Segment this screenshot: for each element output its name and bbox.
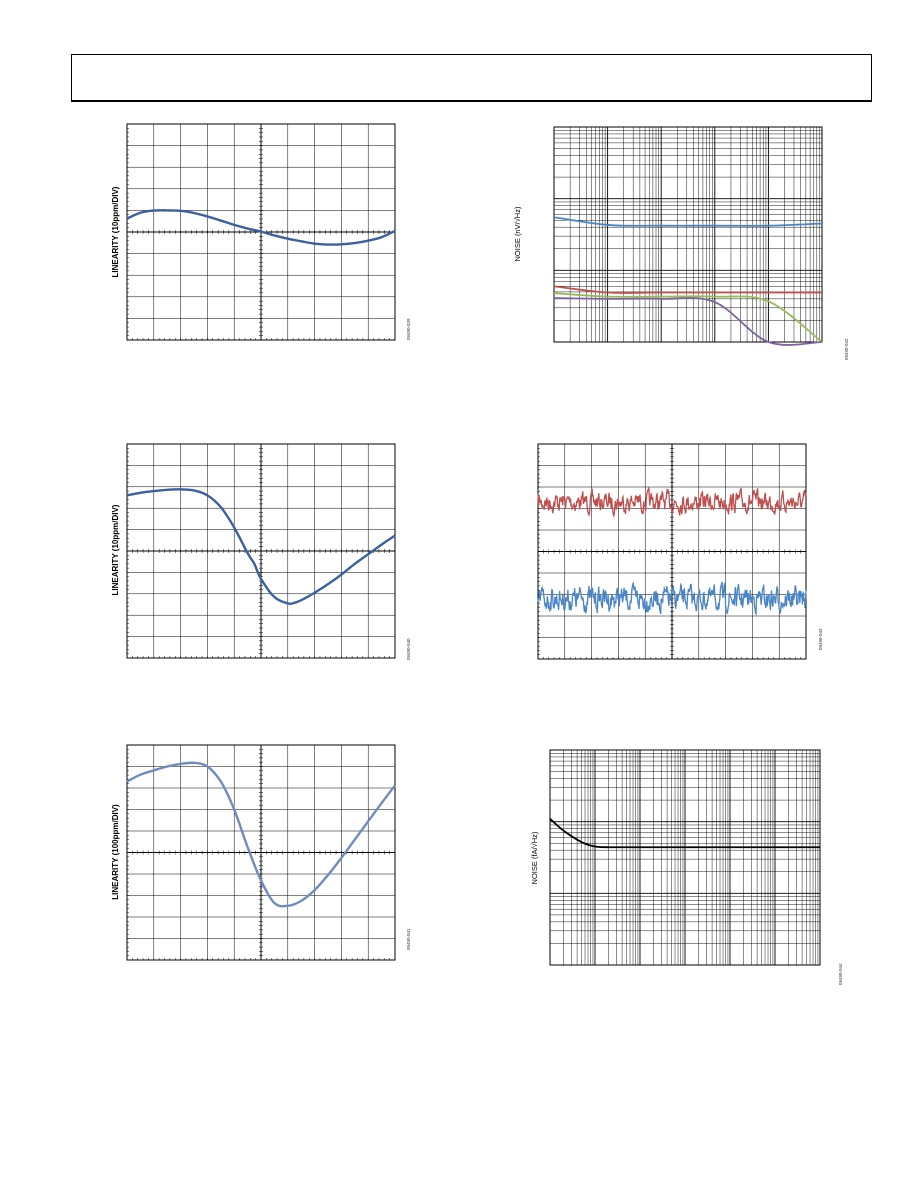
c3-series-line (126, 761, 396, 908)
c3-y-axis-label: LINEARITY (100ppm/DIV) (111, 804, 120, 900)
chart-c5 (537, 443, 807, 660)
c5-series-blue-line (537, 581, 807, 616)
c2-frame (126, 443, 396, 659)
chart-c6 (549, 749, 821, 966)
c4-series-blue-line (553, 216, 823, 227)
c2-figure-id: 09490-040 (406, 638, 411, 660)
c3-frame (126, 744, 396, 961)
c5-series-red-line (537, 487, 807, 518)
c6-series-black-line (549, 818, 820, 849)
c6-y-axis-label: NOISE (fA/√Hz) (530, 831, 539, 884)
c6-frame (549, 749, 821, 966)
c2-series-line (126, 488, 396, 606)
chart-c3 (126, 744, 396, 961)
c6-figure-id: 09490-044 (838, 963, 843, 985)
c1-y-axis-label: LINEARITY (10ppm/DIV) (111, 186, 120, 277)
chart-c4 (553, 126, 823, 346)
c4-series-red-line (553, 285, 822, 294)
chart-c2 (126, 443, 396, 659)
c3-figure-id: 09490-041 (406, 928, 411, 950)
c4-y-axis-label: NOISE (nV/√Hz) (513, 206, 522, 261)
c5-figure-id: 09490-043 (818, 628, 823, 650)
c2-y-axis-label: LINEARITY (10ppm/DIV) (111, 504, 120, 595)
c4-series-purple-line (553, 297, 823, 346)
page-header-box (71, 54, 872, 102)
c4-figure-id: 09490-042 (844, 338, 849, 360)
c4-frame (553, 126, 823, 343)
c5-frame (537, 443, 807, 660)
c1-figure-id: 09490-039 (406, 318, 411, 340)
chart-c1 (126, 123, 396, 341)
c4-series-green-line (553, 292, 823, 343)
c1-series-line (126, 209, 396, 246)
